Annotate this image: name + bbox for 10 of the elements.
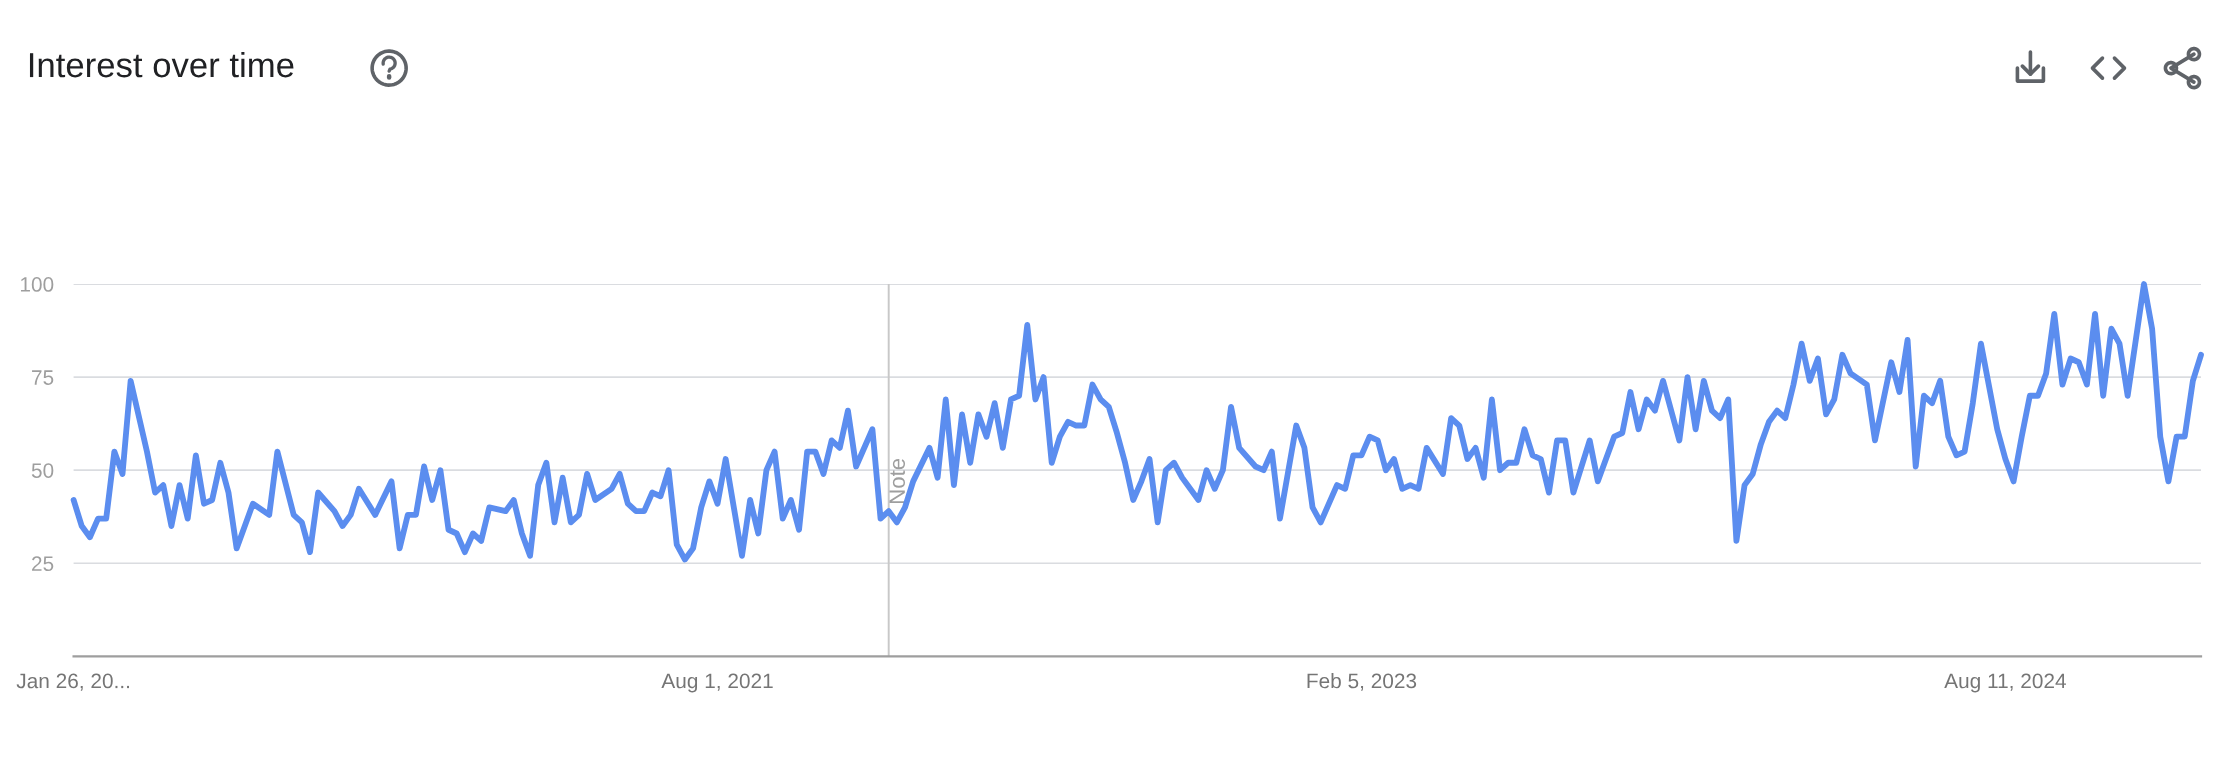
ref-line-label: Note [889,458,906,504]
x-tick-label: Jan 26, 20... [16,673,130,691]
x-tick-label: Aug 11, 2024 [1944,673,2066,693]
y-tick-label: 50 [31,463,54,478]
y-tick-label: 75 [32,370,54,385]
x-tick-label: Feb 5, 2023 [1307,673,1417,691]
x-tick-label: Aug 1, 2021 [661,673,773,693]
chart-title: Interest over time [29,51,294,78]
y-tick-label: 25 [32,556,54,572]
y-tick-label: 100 [20,277,54,292]
